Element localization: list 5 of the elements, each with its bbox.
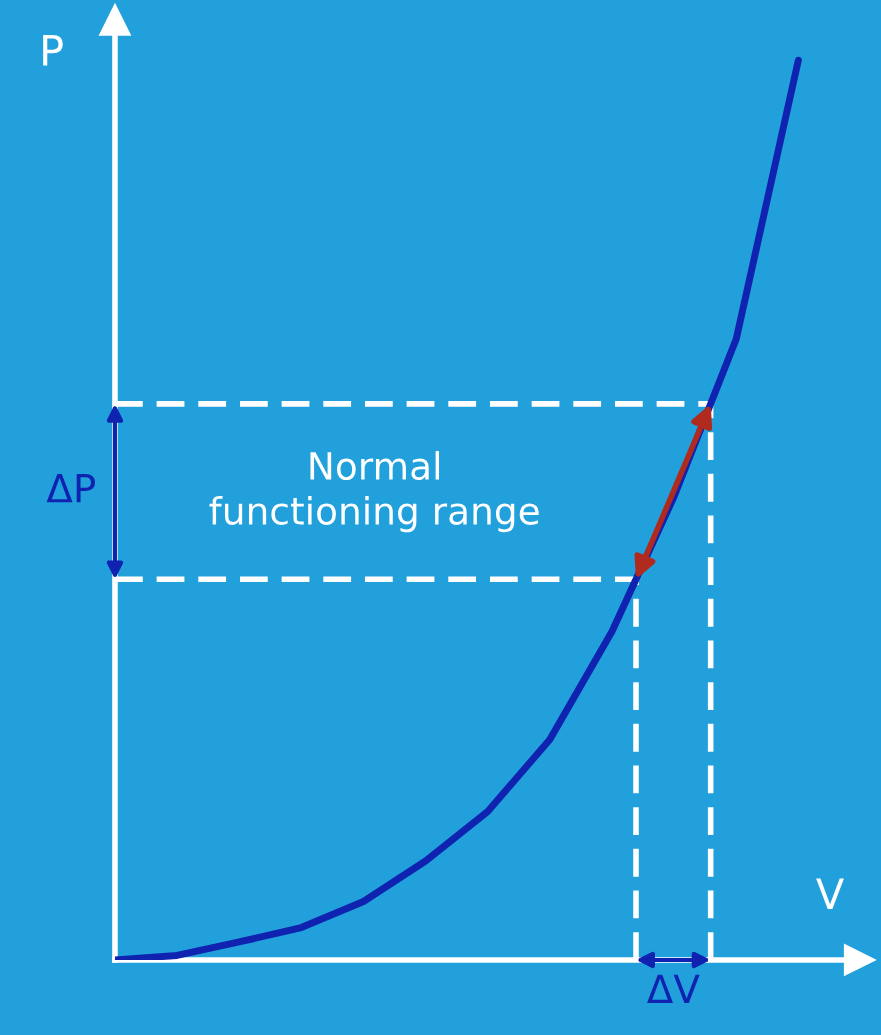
text: ΔP	[46, 473, 96, 503]
y-axis-title: P	[43, 35, 63, 66]
text: ΔV	[647, 974, 700, 1004]
x-axis-title: V	[816, 878, 844, 909]
annotation: Normal functioning range	[209, 451, 539, 533]
